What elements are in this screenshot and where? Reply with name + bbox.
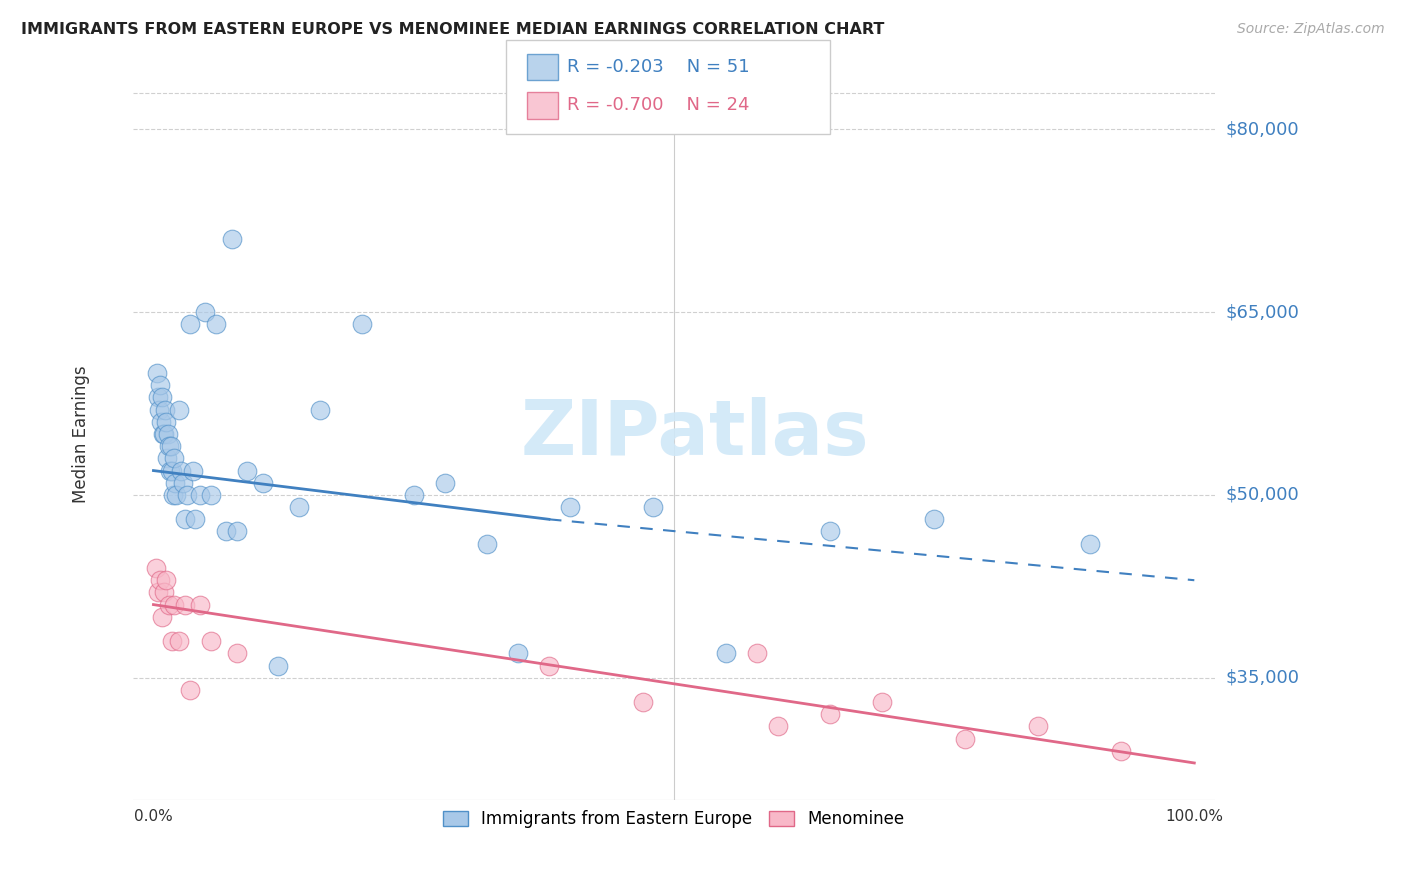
Text: $50,000: $50,000 [1226,486,1299,504]
Point [433,475,456,490]
Point [236,464,259,478]
Point [155,415,177,429]
Point [153,585,176,599]
Point [714,646,737,660]
Point [309,402,332,417]
Point [162,488,184,502]
Point [1026,719,1049,733]
Point [157,598,180,612]
Point [150,391,173,405]
Point [641,500,664,515]
Point [153,427,176,442]
Point [188,598,211,612]
Text: 0.0%: 0.0% [134,809,173,824]
Text: 100.0%: 100.0% [1166,809,1223,824]
Point [173,598,195,612]
Text: $35,000: $35,000 [1226,669,1299,687]
Point [163,451,186,466]
Point [631,695,654,709]
Point [169,464,191,478]
Point [221,232,243,246]
Point [145,561,167,575]
Point [149,415,172,429]
Point [153,402,176,417]
Point [150,609,173,624]
Point [200,488,222,502]
Point [188,488,211,502]
Point [160,464,183,478]
Point [149,378,172,392]
Point [179,682,201,697]
Point [922,512,945,526]
Text: Source: ZipAtlas.com: Source: ZipAtlas.com [1237,22,1385,37]
Point [200,634,222,648]
Point [194,305,217,319]
Point [173,512,195,526]
Point [350,318,373,332]
Point [152,427,174,442]
Point [215,524,238,539]
Point [179,318,201,332]
Point [205,318,228,332]
Point [176,488,198,502]
Point [870,695,893,709]
Point [475,536,498,550]
Text: R = -0.203    N = 51: R = -0.203 N = 51 [567,58,749,76]
Point [1078,536,1101,550]
Point [157,439,180,453]
Text: $80,000: $80,000 [1226,120,1299,138]
Point [402,488,425,502]
Point [163,598,186,612]
Point [149,573,172,587]
Point [169,402,191,417]
Text: ZIPatlas: ZIPatlas [520,397,869,471]
Point [537,658,560,673]
Point [818,524,841,539]
Point [169,634,191,648]
Point [225,646,247,660]
Text: Median Earnings: Median Earnings [72,365,90,503]
Point [145,366,167,380]
Point [160,634,183,648]
Text: IMMIGRANTS FROM EASTERN EUROPE VS MENOMINEE MEDIAN EARNINGS CORRELATION CHART: IMMIGRANTS FROM EASTERN EUROPE VS MENOMI… [21,22,884,37]
Point [159,464,181,478]
Point [156,451,179,466]
Point [766,719,789,733]
Legend: Immigrants from Eastern Europe, Menominee: Immigrants from Eastern Europe, Menomine… [436,804,911,835]
Point [252,475,274,490]
Text: $65,000: $65,000 [1226,303,1299,321]
Point [558,500,581,515]
Point [506,646,529,660]
Point [148,402,170,417]
Point [818,707,841,722]
Point [1111,744,1133,758]
Point [955,731,977,746]
Point [155,573,177,587]
Point [165,475,187,490]
Point [225,524,247,539]
Point [181,464,204,478]
Point [146,391,169,405]
Point [747,646,769,660]
Point [288,500,311,515]
Point [172,475,194,490]
Point [165,488,187,502]
Point [160,439,183,453]
Point [267,658,290,673]
Point [184,512,207,526]
Text: R = -0.700    N = 24: R = -0.700 N = 24 [567,96,749,114]
Point [156,427,179,442]
Point [146,585,169,599]
